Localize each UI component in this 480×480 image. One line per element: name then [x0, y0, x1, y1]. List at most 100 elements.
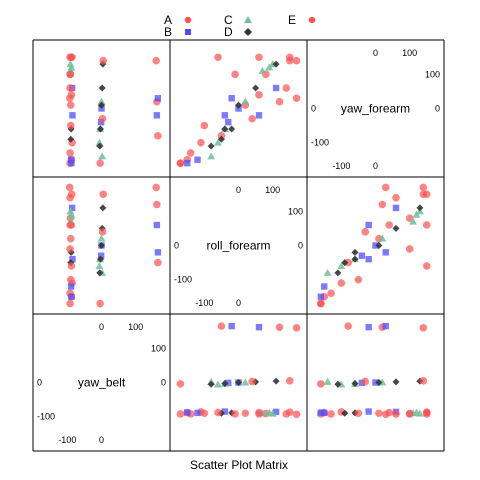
point-e-2 — [66, 121, 75, 130]
point-a-7 — [217, 322, 226, 330]
point-c-6 — [66, 207, 75, 215]
point-d-3 — [252, 84, 260, 92]
point-e-2 — [66, 275, 75, 284]
point-e-8 — [422, 408, 431, 417]
point-e-5 — [248, 377, 256, 386]
point-d-0 — [207, 380, 215, 388]
point-b-1 — [321, 409, 328, 417]
point-d-2 — [375, 379, 383, 386]
point-d-1 — [221, 380, 229, 388]
tick-bottom-yaw_forearm-0: -100 — [332, 161, 350, 171]
point-b-7 — [382, 322, 389, 330]
point-a-2 — [375, 409, 383, 418]
point-e-7 — [65, 94, 74, 103]
point-b-2 — [392, 204, 400, 212]
point-a-8 — [152, 183, 160, 192]
tick-right-yaw_belt-1: 100 — [151, 343, 166, 353]
point-a-7 — [154, 258, 162, 267]
point-d-0 — [334, 269, 342, 277]
legend-label-b: B — [164, 25, 172, 39]
point-e-4 — [176, 380, 185, 388]
point-b-5 — [225, 379, 232, 387]
point-d-5 — [341, 409, 349, 417]
tick-top-roll_forearm-1: 100 — [265, 185, 280, 195]
point-d-5 — [217, 135, 225, 143]
point-a-0 — [66, 299, 74, 308]
point-d-6 — [351, 248, 359, 256]
point-e-0 — [231, 410, 239, 418]
point-d-6 — [228, 125, 236, 133]
point-b-7 — [228, 322, 235, 330]
point-b-3 — [69, 255, 76, 263]
tick-top-roll_forearm-0: 0 — [236, 185, 241, 195]
point-e-3 — [282, 84, 291, 92]
point-d-3 — [392, 224, 400, 232]
point-e-4 — [317, 299, 325, 308]
point-e-3 — [392, 410, 400, 418]
panel-marks-yaw_forearm-vs-roll_forearm — [317, 183, 431, 308]
point-d-4 — [272, 60, 280, 68]
point-a-2 — [241, 409, 250, 418]
point-d-2 — [98, 242, 105, 249]
point-c-2 — [214, 380, 222, 388]
point-c-4 — [241, 378, 250, 386]
point-d-1 — [221, 125, 229, 133]
point-b-0 — [184, 409, 191, 416]
point-e-8 — [67, 262, 76, 270]
legend-marker-d — [244, 28, 252, 36]
point-a-5 — [197, 138, 205, 147]
point-e-0 — [405, 410, 414, 418]
point-a-8 — [292, 56, 301, 65]
point-a-10 — [405, 214, 414, 222]
tick-left-roll_forearm-0: -100 — [174, 275, 192, 285]
point-d-2 — [235, 379, 242, 386]
tick-bottom-roll_forearm-0: -100 — [195, 298, 213, 308]
point-e-7 — [65, 183, 74, 192]
point-e-7 — [292, 410, 301, 419]
tick-bottom-yaw_belt-0: -100 — [58, 435, 76, 445]
legend: AB CD E — [164, 13, 316, 39]
point-a-6 — [275, 323, 284, 331]
point-b-6 — [365, 323, 372, 331]
point-e-0 — [66, 70, 74, 79]
point-c-4 — [97, 97, 106, 105]
point-b-1 — [194, 409, 201, 417]
point-e-7 — [292, 94, 301, 103]
point-d-4 — [416, 204, 424, 212]
point-e-8 — [214, 53, 222, 62]
point-d-3 — [98, 84, 106, 92]
point-b-7 — [228, 95, 235, 102]
point-c-6 — [415, 409, 424, 417]
point-e-0 — [405, 245, 414, 253]
panel-marks-yaw_belt-vs-roll_forearm — [65, 183, 162, 308]
legend-marker-c — [244, 16, 252, 23]
point-d-5 — [67, 135, 75, 143]
point-e-4 — [96, 159, 104, 167]
point-e-6 — [99, 190, 108, 199]
panel-2-0 — [33, 314, 170, 451]
point-e-1 — [422, 221, 431, 229]
tick-top-yaw_forearm-0: 0 — [373, 48, 378, 58]
point-e-6 — [419, 190, 428, 199]
point-c-0 — [258, 66, 267, 74]
point-d-1 — [351, 255, 359, 263]
panel-marks-yaw_forearm-vs-yaw_belt — [317, 322, 431, 419]
tick-left-yaw_belt-0: -100 — [37, 412, 55, 422]
tick-top-yaw_belt-1: 100 — [128, 322, 143, 332]
point-e-0 — [231, 70, 239, 79]
point-e-7 — [381, 183, 390, 192]
legend-label-e: E — [288, 13, 296, 27]
point-a-3 — [385, 221, 393, 229]
tick-right-yaw_forearm-0: 0 — [435, 104, 440, 114]
point-c-0 — [409, 217, 418, 225]
point-e-3 — [66, 84, 74, 92]
point-b-6 — [255, 323, 263, 331]
point-c-2 — [95, 262, 104, 269]
point-a-1 — [327, 410, 335, 418]
point-e-1 — [255, 410, 263, 418]
data-marks — [65, 53, 431, 419]
point-a-1 — [327, 289, 335, 298]
panel-marks-roll_forearm-vs-yaw_belt — [176, 322, 301, 419]
point-c-5 — [98, 152, 107, 160]
point-d-1 — [96, 255, 104, 263]
